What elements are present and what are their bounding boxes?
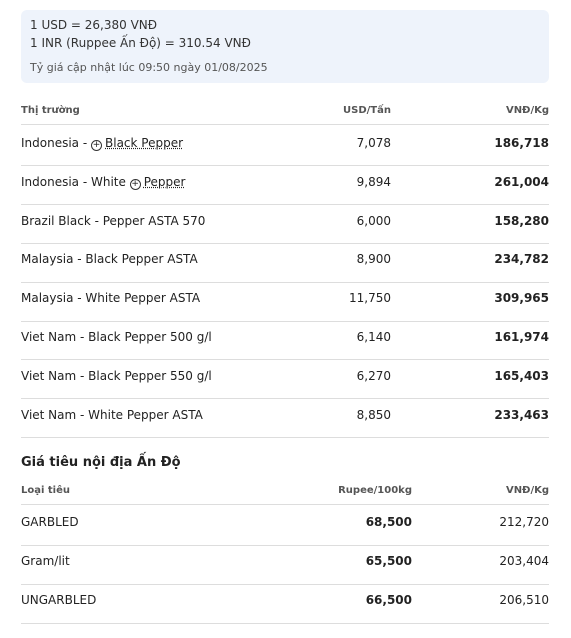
section-title: Giá tiêu nội địa Ấn Độ <box>21 455 181 470</box>
divider <box>21 165 549 167</box>
divider <box>21 320 549 322</box>
column-header: Thị trường <box>21 105 80 116</box>
market-name: Indonesia - White + Pepper <box>21 175 185 190</box>
divider <box>21 437 549 438</box>
rate-box <box>21 10 549 83</box>
price: 7,078 <box>356 136 391 150</box>
market-name: Gram/lit <box>21 554 70 568</box>
price: 11,750 <box>349 291 391 306</box>
price: 233,463 <box>494 407 549 422</box>
market-name: GARBLED <box>21 515 79 529</box>
column-header: Loại tiêu <box>21 485 71 496</box>
market-name: Malaysia - Black Pepper ASTA <box>21 252 198 267</box>
column-header: Rupee/100kg <box>338 485 412 496</box>
market-name: Viet Nam - Black Pepper 550 g/l <box>21 368 212 383</box>
market-name: Indonesia - + Black Pepper <box>21 136 183 151</box>
divider <box>21 124 549 125</box>
column-header: VNĐ/Kg <box>505 485 549 496</box>
price: 9,894 <box>356 174 391 189</box>
rate-line: 1 INR (Ruppee Ấn Độ) = 310.54 VNĐ <box>30 36 251 50</box>
price: 161,974 <box>494 330 549 344</box>
price: 212,720 <box>499 515 549 529</box>
divider <box>21 544 549 546</box>
price: 186,718 <box>494 136 549 150</box>
price: 234,782 <box>494 252 549 267</box>
rate-updated: Tỷ giá cập nhật lúc 09:50 ngày 01/08/202… <box>30 61 268 74</box>
divider <box>21 622 549 624</box>
market-link[interactable]: Black Pepper <box>105 136 184 150</box>
market-text: Indonesia - <box>21 136 91 150</box>
price: 158,280 <box>494 213 549 228</box>
divider <box>21 504 549 505</box>
divider <box>21 204 549 206</box>
market-text: Indonesia - White <box>21 174 130 189</box>
price: 8,900 <box>356 252 391 267</box>
link-icon[interactable]: + <box>129 178 141 190</box>
market-name: Viet Nam - Black Pepper 500 g/l <box>21 330 212 344</box>
price: 6,270 <box>356 368 391 383</box>
price: 165,403 <box>494 368 549 383</box>
price: 8,850 <box>356 407 391 422</box>
price: 66,500 <box>365 593 412 607</box>
price: 65,500 <box>365 554 412 568</box>
divider <box>21 281 549 283</box>
market-link[interactable]: Pepper <box>143 174 186 189</box>
rate-line: 1 USD = 26,380 VNĐ <box>30 18 158 32</box>
divider <box>21 359 549 361</box>
price: 261,004 <box>494 174 549 189</box>
column-header: USD/Tấn <box>343 105 391 116</box>
market-name: UNGARBLED <box>21 593 97 607</box>
market-name: Malaysia - White Pepper ASTA <box>21 291 201 306</box>
price: 68,500 <box>365 515 412 529</box>
divider <box>21 398 549 400</box>
divider <box>21 243 549 244</box>
price: 203,404 <box>499 554 549 568</box>
column-header: VNĐ/Kg <box>505 105 549 116</box>
price: 309,965 <box>494 291 549 306</box>
price: 6,140 <box>356 330 391 344</box>
link-icon[interactable]: + <box>91 140 102 151</box>
price: 6,000 <box>356 213 391 228</box>
divider <box>21 583 549 585</box>
market-name: Viet Nam - White Pepper ASTA <box>21 407 203 422</box>
market-name: Brazil Black - Pepper ASTA 570 <box>21 213 206 228</box>
price: 206,510 <box>499 593 549 607</box>
